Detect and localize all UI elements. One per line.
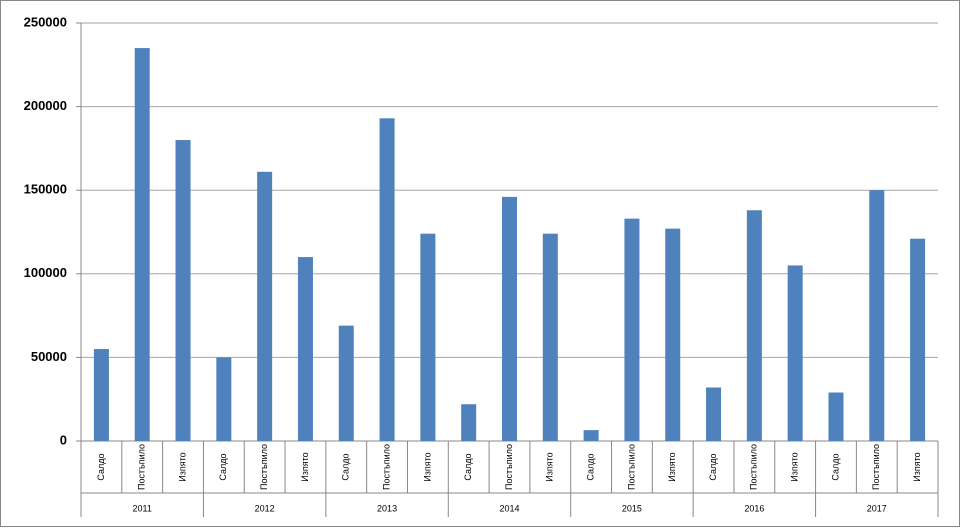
bar [216,357,232,441]
x-tick-label: Изпято [790,452,800,481]
x-tick-label: Постъпило [381,444,391,490]
y-tick-label: 200000 [24,98,67,113]
x-tick-label: Изпято [545,452,555,481]
bar [297,257,313,441]
x-tick-label: Салдо [341,453,351,480]
x-tick-label: Изпято [177,452,187,481]
y-tick-label: 0 [60,432,67,447]
x-tick-label: Салдо [463,453,473,480]
x-tick-label: Постъпило [626,444,636,490]
bar [624,218,640,441]
group-label: 2015 [622,503,642,513]
x-tick-label: Изпято [912,452,922,481]
group-label: 2012 [255,503,275,513]
x-tick-label: Изпято [667,452,677,481]
y-tick-label: 250000 [24,14,67,29]
bar [134,48,150,441]
x-tick-label: Постъпило [504,444,514,490]
bar [542,233,558,441]
bar [257,171,273,442]
bar [665,228,681,441]
bar [461,404,477,441]
x-tick-label: Салдо [96,453,106,480]
x-tick-label: Постъпило [137,444,147,490]
y-tick-label: 150000 [24,182,67,197]
x-tick-label: Изпято [422,452,432,481]
bar [828,392,844,441]
bar [706,387,722,441]
x-tick-label: Изпято [300,452,310,481]
bar [910,238,926,441]
group-label: 2016 [744,503,764,513]
group-label: 2011 [133,503,152,513]
group-label: 2017 [867,503,887,513]
x-tick-label: Постъпило [749,444,759,490]
x-tick-label: Салдо [218,453,228,480]
group-label: 2014 [499,503,519,513]
bar [175,140,191,442]
bar [787,265,803,441]
x-tick-label: Салдо [585,453,595,480]
bar [93,349,109,441]
bar [869,190,885,441]
y-tick-label: 100000 [24,265,67,280]
x-tick-label: Постъпило [871,444,881,490]
bar [746,210,762,441]
bar [583,430,599,441]
bar [379,118,395,441]
group-label: 2013 [377,503,397,513]
bar [420,233,436,441]
bar [338,325,354,441]
bar [502,196,517,441]
x-tick-label: Салдо [708,453,718,480]
x-tick-label: Постъпило [259,444,269,490]
x-tick-label: Салдо [830,453,840,480]
y-tick-label: 50000 [31,349,67,364]
